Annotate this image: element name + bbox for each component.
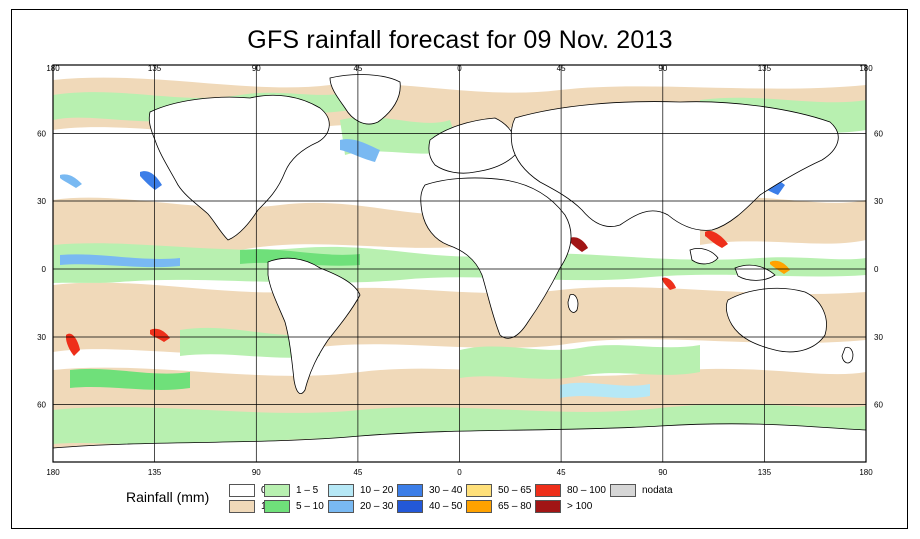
lat-tick-label: 0 xyxy=(874,265,879,274)
lat-tick-label: 30 xyxy=(874,197,883,206)
lon-tick-label: 90 xyxy=(252,468,261,477)
map-border xyxy=(52,64,867,463)
legend-item: 50 – 65 xyxy=(466,484,531,497)
lon-tick-label: 0 xyxy=(457,468,462,477)
legend-swatch xyxy=(328,484,354,497)
legend-label: 5 – 10 xyxy=(296,501,324,512)
legend-label: 20 – 30 xyxy=(360,501,394,512)
legend-label: nodata xyxy=(642,485,673,496)
legend-item: 80 – 100 xyxy=(535,484,606,497)
legend-swatch xyxy=(328,500,354,513)
legend-label: 40 – 50 xyxy=(429,501,463,512)
legend-swatch xyxy=(535,500,561,513)
lon-labels-top: 180 135 90 45 0 45 90 135 180 xyxy=(46,64,873,73)
legend-label: 10 – 20 xyxy=(360,485,394,496)
legend-swatch xyxy=(466,484,492,497)
lat-labels-left: 60 30 0 30 60 xyxy=(37,130,46,410)
lon-tick-label: 45 xyxy=(353,468,362,477)
lat-tick-label: 0 xyxy=(42,265,47,274)
legend-swatch xyxy=(397,500,423,513)
legend-label: 30 – 40 xyxy=(429,485,463,496)
legend-item: 10 – 20 xyxy=(328,484,393,497)
lat-tick-label: 30 xyxy=(874,333,883,342)
legend-item: 1 xyxy=(229,500,267,513)
legend-label: 0 xyxy=(261,485,267,496)
legend-label: 65 – 80 xyxy=(498,501,532,512)
legend-item: 20 – 30 xyxy=(328,500,393,513)
lon-tick-label: 90 xyxy=(658,468,667,477)
legend-swatch xyxy=(466,500,492,513)
lat-tick-label: 30 xyxy=(37,197,46,206)
lon-tick-label: 45 xyxy=(557,468,566,477)
legend-item: nodata xyxy=(610,484,673,497)
legend-item: 1 – 5 xyxy=(264,484,318,497)
lon-tick-label: 45 xyxy=(557,64,566,73)
lon-tick-label: 180 xyxy=(46,64,60,73)
lon-tick-label: 180 xyxy=(46,468,60,477)
legend-item: 40 – 50 xyxy=(397,500,462,513)
legend-label: > 100 xyxy=(567,501,593,512)
legend-title: Rainfall (mm) xyxy=(126,489,210,505)
lon-tick-label: 135 xyxy=(758,64,772,73)
figure-frame xyxy=(11,9,908,529)
legend-swatch xyxy=(264,500,290,513)
legend-item: 0 xyxy=(229,484,267,497)
graticule xyxy=(53,65,866,462)
legend-swatch xyxy=(264,484,290,497)
lon-tick-label: 180 xyxy=(859,64,873,73)
legend-item: > 100 xyxy=(535,500,592,513)
lon-tick-label: 135 xyxy=(148,64,162,73)
legend-item: 5 – 10 xyxy=(264,500,324,513)
legend-label: 50 – 65 xyxy=(498,485,532,496)
lon-tick-label: 135 xyxy=(758,468,772,477)
legend-swatch xyxy=(229,484,255,497)
legend-item: 30 – 40 xyxy=(397,484,462,497)
legend-label: 1 – 5 xyxy=(296,485,319,496)
lon-tick-label: 45 xyxy=(353,64,362,73)
legend-label: 1 xyxy=(261,501,267,512)
lat-tick-label: 60 xyxy=(37,401,46,410)
legend-label: 80 – 100 xyxy=(567,485,606,496)
lat-labels-right: 60 30 0 30 60 xyxy=(874,130,883,410)
legend-swatch xyxy=(397,484,423,497)
lat-tick-label: 60 xyxy=(874,130,883,139)
lat-tick-label: 60 xyxy=(874,401,883,410)
lon-tick-label: 180 xyxy=(859,468,873,477)
legend-swatch xyxy=(229,500,255,513)
lat-tick-label: 60 xyxy=(37,130,46,139)
lat-tick-label: 30 xyxy=(37,333,46,342)
legend-item: 65 – 80 xyxy=(466,500,531,513)
lon-tick-label: 0 xyxy=(457,64,462,73)
map-title: GFS rainfall forecast for 09 Nov. 2013 xyxy=(247,26,673,54)
lon-labels-bottom: 180 135 90 45 0 45 90 135 180 xyxy=(46,468,873,477)
lon-tick-label: 90 xyxy=(252,64,261,73)
lon-tick-label: 90 xyxy=(658,64,667,73)
legend-swatch xyxy=(610,484,636,497)
legend-swatch xyxy=(535,484,561,497)
lon-tick-label: 135 xyxy=(148,468,162,477)
